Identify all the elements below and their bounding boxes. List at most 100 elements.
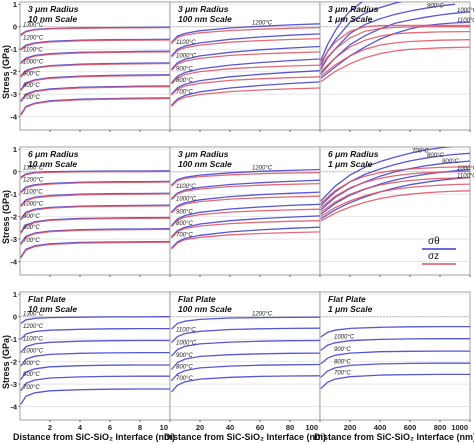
curve-label: 1200°C <box>252 20 273 26</box>
sigma-theta-series-5 <box>320 373 470 390</box>
panel-title-line-2: 100 nm Scale <box>178 159 232 169</box>
sigma-theta-series-4 <box>171 352 320 370</box>
sigma-theta-series-5 <box>20 74 170 90</box>
sigma-theta-series-3 <box>320 160 470 211</box>
sigma-z-series-12 <box>171 231 320 250</box>
y-tick-label: -3 <box>10 380 17 389</box>
x-tick-label: 800 <box>434 423 447 432</box>
curve-label: 1100°C <box>23 48 43 54</box>
y-tick-label: -1 <box>10 190 17 199</box>
curve-label: 900°C <box>176 67 193 73</box>
curve-label: 1200°C <box>23 35 44 41</box>
y-tick-label: -3 <box>10 90 17 99</box>
sigma-z-series-11 <box>171 76 320 96</box>
panel-title-line-1: 3 μm Radius <box>28 4 79 14</box>
curve-label: 1100°C <box>457 174 474 180</box>
sigma-theta-series-4 <box>171 203 320 227</box>
sigma-z-series-7 <box>320 26 470 68</box>
sigma-theta-series-2 <box>320 2 404 66</box>
sigma-theta-series-6 <box>20 375 170 392</box>
sigma-z-series-8 <box>171 37 320 58</box>
curve-label: 900°C <box>442 159 459 165</box>
sigma-z-series-13 <box>20 228 170 246</box>
curve-label: 800°C <box>427 153 444 159</box>
sigma-theta-series-1 <box>320 147 453 202</box>
sigma-theta-series-3 <box>171 45 320 70</box>
sigma-theta-series-6 <box>171 81 320 106</box>
panel-title-line-1: Flat Plate <box>28 294 66 304</box>
legend-theta-label: σθ <box>428 236 440 247</box>
curve-label: 1000°C <box>176 340 197 346</box>
curve-label: 1000°C <box>334 335 355 341</box>
legend-z-label: σz <box>428 251 439 262</box>
curve-label: 900°C <box>23 214 40 220</box>
sigma-z-series-8 <box>171 182 320 201</box>
sigma-theta-series-1 <box>20 316 170 324</box>
sigma-z-series-12 <box>20 74 170 92</box>
panel-title-line-1: 3 μm Radius <box>178 4 229 14</box>
sigma-z-series-7 <box>171 26 320 44</box>
y-tick-label: 0 <box>13 168 17 177</box>
sigma-z-series-6 <box>320 24 470 63</box>
curve-label: 700°C <box>23 385 40 391</box>
curve-label: 800°C <box>412 0 429 1</box>
panel-title-line-1: Flat Plate <box>328 294 366 304</box>
x-tick-label: 4 <box>78 423 83 432</box>
sigma-z-series-8 <box>320 177 470 213</box>
sigma-theta-series-7 <box>20 388 170 405</box>
sigma-theta-series-3 <box>171 191 320 213</box>
sigma-theta-series-5 <box>171 70 320 95</box>
curve-label: 1100°C <box>176 184 196 190</box>
y-tick-label: 1 <box>13 145 17 154</box>
legend: σθ σz <box>422 236 456 265</box>
curve-label: 1100°C <box>23 190 43 196</box>
curve-label: 800°C <box>176 221 193 227</box>
curve-label: 1100°C <box>457 18 474 24</box>
sigma-theta-series-2 <box>320 338 470 351</box>
y-tick-label: -2 <box>10 358 17 367</box>
curve-label: 1300°C <box>23 22 44 28</box>
sigma-z-series-9 <box>20 181 170 194</box>
sigma-theta-series-7 <box>20 97 170 115</box>
curve-label: 1100°C <box>176 40 196 46</box>
sigma-z-series-12 <box>20 217 170 234</box>
y-tick-label: 0 <box>13 313 17 322</box>
sigma-theta-series-5 <box>171 363 320 382</box>
sigma-z-series-9 <box>320 39 470 77</box>
sigma-z-series-10 <box>171 64 320 85</box>
x-tick-label: 200 <box>344 423 357 432</box>
y-tick-label: -4 <box>10 403 17 412</box>
sigma-z-series-14 <box>20 241 170 259</box>
sigma-theta-series-1 <box>171 168 320 186</box>
sigma-theta-series-2 <box>171 327 320 343</box>
y-tick-label: -4 <box>10 258 17 267</box>
curve-label: 700°C <box>23 238 40 244</box>
y-tick-label: 0 <box>13 23 17 32</box>
curve-label: 800°C <box>334 359 351 365</box>
curve-label: 1000°C <box>176 197 197 203</box>
panel-title-line-1: 3 μm Radius <box>178 149 229 159</box>
curve-label: 800°C <box>23 225 40 231</box>
panel-title-line-2: 1 μm Scale <box>328 304 373 314</box>
y-tick-label: -1 <box>10 45 17 54</box>
curve-label: 800°C <box>176 78 193 84</box>
curve-label: 1200°C <box>23 177 44 183</box>
sigma-z-series-10 <box>171 208 320 228</box>
x-tick-label: 20 <box>196 423 204 432</box>
sigma-z-series-7 <box>320 170 470 209</box>
sigma-z-series-9 <box>171 51 320 71</box>
sigma-z-series-9 <box>20 39 170 51</box>
curve-label: 1000°C <box>23 201 44 207</box>
panel-frame <box>19 291 171 421</box>
curve-label: 1100°C <box>23 336 43 342</box>
x-tick-label: 8 <box>138 423 142 432</box>
sigma-theta-series-1 <box>171 316 320 330</box>
